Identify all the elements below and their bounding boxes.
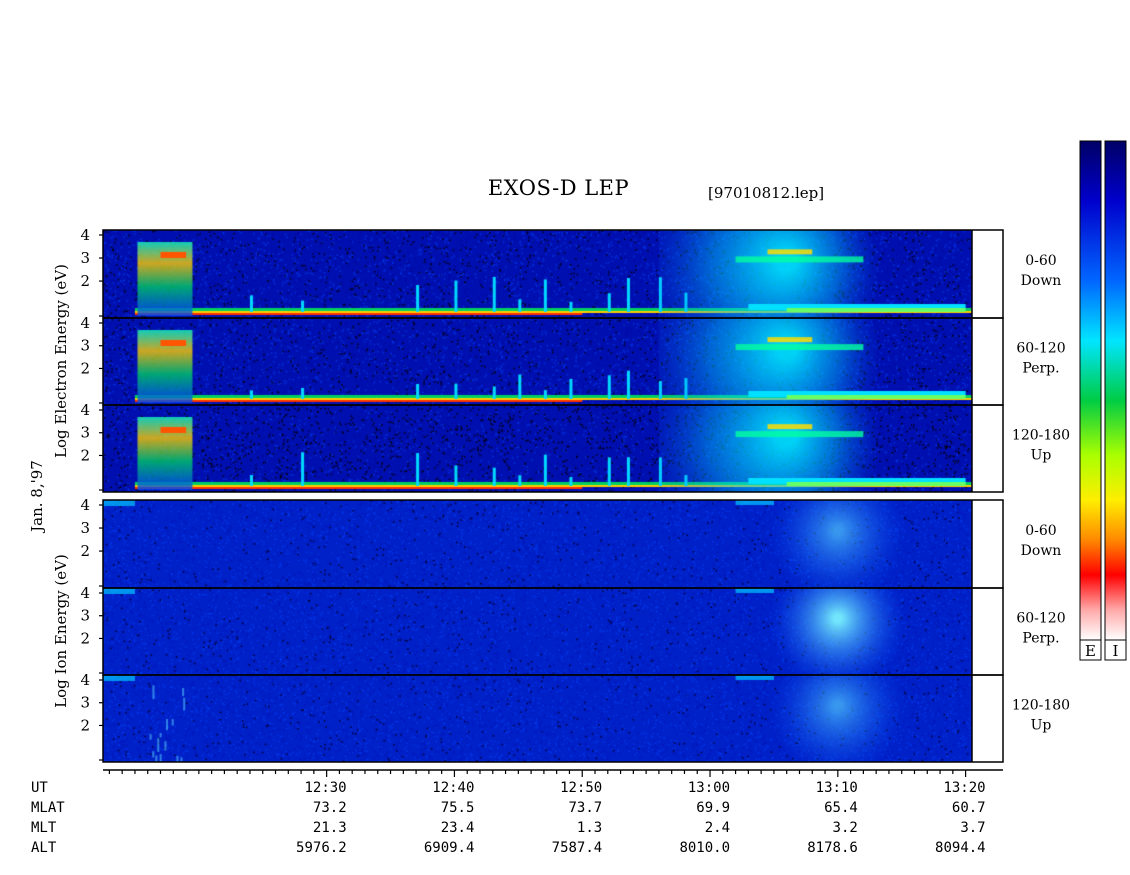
ion-direction-label: Down bbox=[1021, 543, 1062, 559]
ion-spectrogram-panel-1 bbox=[103, 500, 972, 588]
ut-value: 13:10 bbox=[816, 780, 858, 796]
electron-angle-label: 120-180 bbox=[1012, 428, 1070, 444]
y-tick-label: 2 bbox=[80, 359, 90, 377]
y-tick-label: 4 bbox=[80, 226, 90, 244]
electron-spectrogram-panel-3 bbox=[103, 405, 972, 492]
electron-y-axis-label: Log Electron Energy (eV) bbox=[52, 264, 70, 458]
ion-direction-label: Perp. bbox=[1022, 631, 1059, 647]
mlat-value: 73.7 bbox=[569, 800, 603, 816]
y-tick-label: 2 bbox=[80, 542, 90, 560]
file-name: [97010812.lep] bbox=[708, 184, 825, 202]
y-tick-label: 2 bbox=[80, 716, 90, 734]
mlat-value: 73.2 bbox=[313, 800, 347, 816]
date-label: Jan. 8,'97 bbox=[28, 460, 46, 534]
y-tick-label: 3 bbox=[80, 694, 90, 712]
panel-frame bbox=[102, 674, 1004, 763]
colorbar-label-i: I bbox=[1113, 642, 1119, 660]
y-tick-label: 3 bbox=[80, 249, 90, 267]
y-tick-label: 3 bbox=[80, 337, 90, 355]
alt-value: 8178.6 bbox=[807, 840, 858, 856]
chart-title: EXOS-D LEP bbox=[487, 176, 630, 200]
electron-angle-label: 60-120 bbox=[1016, 341, 1065, 357]
mlt-value: 3.7 bbox=[960, 820, 985, 836]
alt-value: 5976.2 bbox=[296, 840, 347, 856]
colorbar-label-e: E bbox=[1085, 642, 1096, 660]
table-row-label-mlat: MLAT bbox=[31, 800, 65, 816]
y-tick-label: 4 bbox=[80, 401, 90, 419]
panel-frame bbox=[102, 404, 1004, 493]
electron-angle-label: 0-60 bbox=[1025, 253, 1056, 269]
electron-direction-label: Perp. bbox=[1022, 361, 1059, 377]
ut-value: 12:30 bbox=[304, 780, 346, 796]
ut-value: 12:40 bbox=[432, 780, 474, 796]
y-tick-label: 2 bbox=[80, 629, 90, 647]
mlat-value: 75.5 bbox=[441, 800, 475, 816]
y-tick-label: 4 bbox=[80, 496, 90, 514]
colorbar-label-box bbox=[1104, 639, 1127, 661]
alt-value: 8094.4 bbox=[935, 840, 986, 856]
y-tick-label: 4 bbox=[80, 584, 90, 602]
ut-value: 12:50 bbox=[560, 780, 602, 796]
mlat-value: 60.7 bbox=[952, 800, 986, 816]
electron-spectrogram-panel-2 bbox=[103, 318, 972, 405]
ut-value: 13:00 bbox=[688, 780, 730, 796]
electron-spectrogram-panel-1 bbox=[103, 230, 972, 318]
mlat-value: 65.4 bbox=[824, 800, 858, 816]
mlt-value: 2.4 bbox=[705, 820, 730, 836]
mlt-value: 3.2 bbox=[833, 820, 858, 836]
mlt-value: 23.4 bbox=[441, 820, 475, 836]
electron-direction-label: Down bbox=[1021, 273, 1062, 289]
ut-value: 13:20 bbox=[943, 780, 985, 796]
ion-angle-label: 120-180 bbox=[1012, 698, 1070, 714]
y-tick-label: 2 bbox=[80, 272, 90, 290]
ion-angle-label: 0-60 bbox=[1025, 523, 1056, 539]
y-tick-label: 3 bbox=[80, 607, 90, 625]
y-tick-label: 2 bbox=[80, 446, 90, 464]
y-tick-label: 3 bbox=[80, 519, 90, 537]
colorbar-e bbox=[1079, 140, 1102, 641]
ion-spectrogram-panel-3 bbox=[103, 675, 972, 762]
ion-direction-label: Up bbox=[1031, 718, 1052, 734]
table-row-label-ut: UT bbox=[31, 780, 48, 796]
ion-angle-label: 60-120 bbox=[1016, 611, 1065, 627]
y-tick-label: 3 bbox=[80, 424, 90, 442]
ion-y-axis-label: Log Ion Energy (eV) bbox=[52, 554, 70, 708]
y-tick-label: 4 bbox=[80, 671, 90, 689]
electron-direction-label: Up bbox=[1031, 448, 1052, 464]
table-row-label-alt: ALT bbox=[31, 840, 57, 856]
alt-value: 8010.0 bbox=[679, 840, 730, 856]
alt-value: 6909.4 bbox=[424, 840, 475, 856]
mlt-value: 1.3 bbox=[577, 820, 602, 836]
colorbar-label-box bbox=[1079, 639, 1102, 661]
mlat-value: 69.9 bbox=[696, 800, 730, 816]
alt-value: 7587.4 bbox=[552, 840, 603, 856]
table-row-label-mlt: MLT bbox=[31, 820, 57, 836]
ion-spectrogram-panel-2 bbox=[103, 588, 972, 675]
mlt-value: 21.3 bbox=[313, 820, 347, 836]
y-tick-label: 4 bbox=[80, 314, 90, 332]
colorbar-i bbox=[1104, 140, 1127, 641]
